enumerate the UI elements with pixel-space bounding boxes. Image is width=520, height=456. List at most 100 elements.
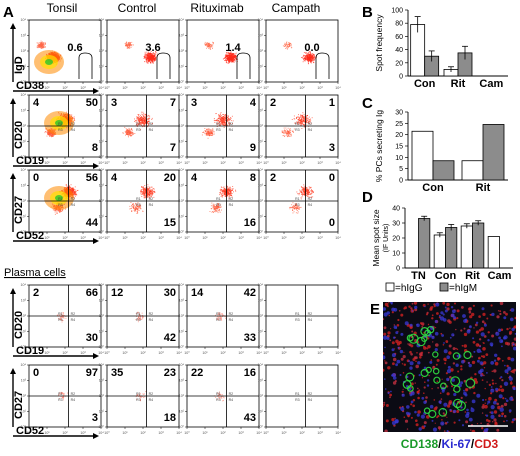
y-axis-label: IgD [13,56,25,74]
event-dot [150,58,152,60]
event-dot [74,191,75,193]
event-dot [230,56,232,58]
event-dot [128,132,129,134]
event-dot [309,55,311,56]
event-dot [288,131,290,133]
event-dot [215,113,217,114]
event-dot [149,61,151,63]
event-dot [300,122,302,124]
event-dot [304,126,306,128]
y-tick-label: 10⁰ [99,230,105,234]
event-dot [227,53,229,55]
event-dot [125,128,127,130]
event-dot [148,52,149,54]
quadrant-lower-right: 3 [329,142,335,154]
event-dot [129,131,131,132]
event-dot [138,124,140,126]
plot-frame [106,19,180,83]
event-dot [309,57,311,59]
event-dot [204,130,206,132]
quadrant-lower-right: 9 [250,142,256,154]
event-dot [288,133,290,135]
event-dot [213,42,214,44]
event-dot [146,53,148,55]
plot-frame [265,19,339,83]
event-dot [306,56,307,58]
event-dot [43,43,44,45]
event-dot [224,118,226,120]
x-tick-label: 10⁴ [256,161,262,165]
event-dot [127,133,129,135]
event-dot [128,47,130,49]
event-dot [308,58,309,60]
event-dot [73,191,75,193]
event-dot [233,55,235,56]
event-dot [311,56,313,58]
y-tick-label: 10² [21,49,27,53]
event-dot [141,116,142,117]
event-dot [225,61,227,62]
event-dot [316,56,317,58]
event-dot [233,54,235,55]
event-dot [151,60,153,62]
event-dot [314,56,316,58]
x-tick-label: 10⁰ [26,161,32,165]
event-dot [206,134,208,135]
event-dot [145,117,147,119]
event-dot [229,52,231,54]
event-dot [301,121,303,123]
event-dot [298,120,299,122]
event-dot [282,45,284,47]
event-dot [286,41,288,43]
event-dot [208,131,210,132]
event-dot [300,119,302,121]
x-tick-label: 10⁰ [104,161,110,165]
event-dot [68,188,70,189]
event-dot [40,46,42,48]
event-dot [210,133,212,135]
quadrant-lower-right: 7 [170,142,176,154]
y-tick-label: 10³ [99,109,105,113]
event-dot [222,118,224,120]
event-dot [140,118,142,120]
event-dot [149,54,150,56]
event-dot [303,117,305,119]
gate-percent: 0.0 [304,42,319,54]
event-dot [46,131,48,133]
event-dot [283,132,285,134]
event-dot [305,52,307,54]
event-dot [228,120,230,122]
y-tick-label: 10¹ [258,65,264,69]
event-dot [127,45,128,47]
event-dot [129,134,131,136]
event-dot [148,51,149,53]
event-dot [40,47,42,49]
event-dot [208,44,210,46]
event-dot [154,58,156,60]
event-dot [308,54,310,56]
x-tick-label: 10¹ [122,161,128,165]
event-dot [289,45,291,47]
event-dot [209,129,211,130]
event-dot [303,58,305,59]
event-dot [207,45,209,47]
event-dot [136,121,138,123]
event-dot [141,119,143,121]
event-dot [306,54,308,56]
event-dot [74,194,76,196]
event-dot [149,54,151,56]
event-dot [304,119,306,121]
event-dot [155,51,156,52]
event-dot [148,124,150,125]
event-dot [230,53,231,54]
event-dot [144,122,146,124]
quadrant-region-label: R4 [229,128,234,132]
event-dot [147,62,149,64]
event-dot [297,119,299,121]
event-dot [143,124,145,126]
event-dot [233,56,235,57]
event-dot [303,118,305,120]
event-dot [290,134,292,136]
x-tick-label: 10⁴ [98,161,104,165]
event-dot [207,135,209,136]
